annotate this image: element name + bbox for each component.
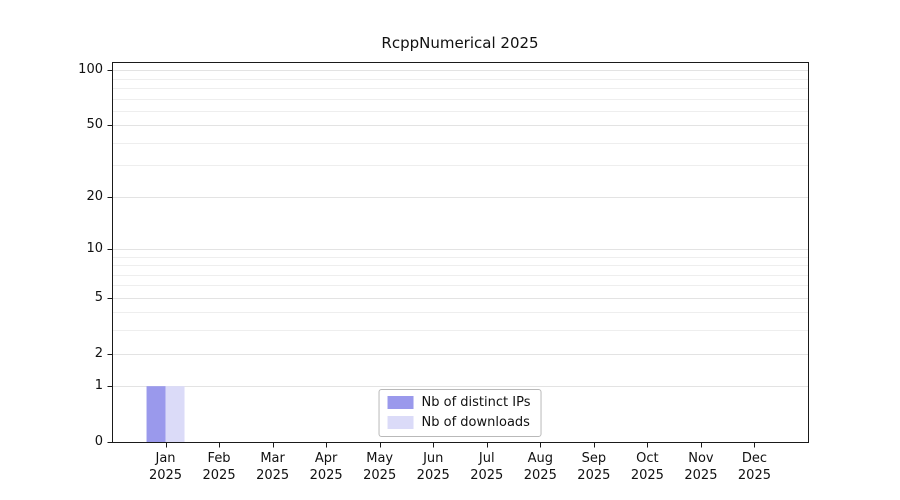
x-tick-label-jul: Jul 2025	[470, 451, 504, 483]
y-tick-label-100: 100	[78, 62, 103, 78]
legend: Nb of distinct IPs Nb of downloads	[378, 389, 542, 437]
x-tick-label-nov: Nov 2025	[684, 451, 718, 483]
legend-swatch-distinct-ips	[387, 396, 414, 409]
legend-label-downloads: Nb of downloads	[421, 415, 530, 430]
y-tick-label-20: 20	[86, 188, 103, 204]
x-tick-label-dec: Dec 2025	[737, 451, 771, 483]
y-tick-label-2: 2	[94, 345, 103, 361]
legend-label-distinct-ips: Nb of distinct IPs	[421, 395, 531, 410]
x-tick-label-jun: Jun 2025	[416, 451, 450, 483]
legend-swatch-downloads	[387, 416, 414, 429]
legend-item-distinct-ips: Nb of distinct IPs	[387, 395, 531, 410]
x-tick-label-oct: Oct 2025	[630, 451, 664, 483]
y-tick-label-0: 0	[94, 434, 103, 449]
x-tick-label-sep: Sep 2025	[577, 451, 611, 483]
x-tick-label-mar: Mar 2025	[256, 451, 290, 483]
chart-title: RcppNumerical 2025	[381, 34, 539, 52]
x-tick-label-aug: Aug 2025	[523, 451, 557, 483]
y-tick-label-50: 50	[86, 117, 103, 133]
bar-jan-series-0	[146, 386, 166, 442]
legend-item-downloads: Nb of downloads	[387, 415, 531, 430]
x-tick-label-may: May 2025	[363, 451, 397, 483]
x-tick-label-apr: Apr 2025	[309, 451, 343, 483]
y-tick-label-1: 1	[94, 378, 103, 394]
x-tick-label-jan: Jan 2025	[148, 451, 183, 483]
y-tick-label-10: 10	[86, 240, 103, 256]
y-tick-label-5: 5	[94, 289, 103, 305]
x-tick-label-feb: Feb 2025	[202, 451, 236, 483]
plot-frame	[112, 62, 809, 443]
bar-jan-series-1	[165, 386, 185, 442]
